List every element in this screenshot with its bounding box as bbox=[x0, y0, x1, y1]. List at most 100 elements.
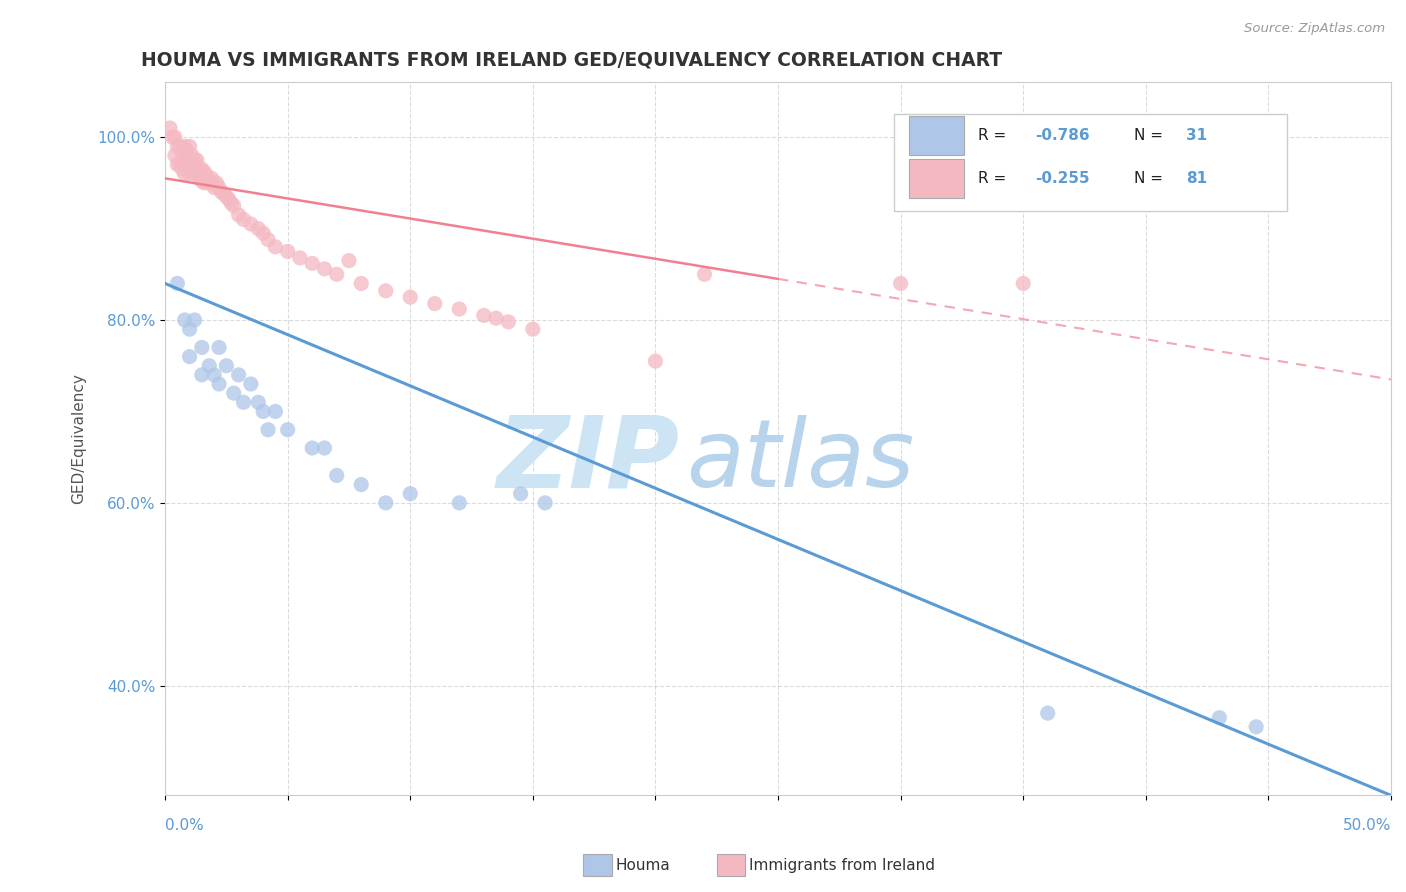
Point bbox=[173, 167, 195, 181]
Point bbox=[181, 162, 204, 177]
Point bbox=[193, 165, 215, 179]
Point bbox=[693, 268, 716, 282]
Point bbox=[1036, 706, 1059, 720]
Point bbox=[188, 162, 211, 177]
Point bbox=[232, 395, 254, 409]
Point bbox=[176, 158, 198, 172]
Point bbox=[449, 301, 471, 316]
Text: 0.0%: 0.0% bbox=[165, 818, 204, 833]
Point bbox=[219, 196, 242, 211]
Text: N =: N = bbox=[1133, 128, 1167, 144]
Point bbox=[172, 162, 194, 177]
Point bbox=[179, 350, 201, 364]
Point bbox=[166, 139, 188, 153]
Point bbox=[232, 212, 254, 227]
Text: R =: R = bbox=[977, 171, 1011, 186]
FancyBboxPatch shape bbox=[894, 114, 1286, 211]
Point bbox=[264, 404, 287, 418]
Point bbox=[169, 139, 191, 153]
Point bbox=[277, 423, 299, 437]
Point bbox=[212, 186, 235, 201]
Point bbox=[228, 368, 250, 382]
Point bbox=[247, 395, 270, 409]
Text: -0.255: -0.255 bbox=[1035, 171, 1090, 186]
Point bbox=[176, 144, 198, 158]
Point bbox=[314, 441, 336, 455]
FancyBboxPatch shape bbox=[910, 159, 965, 198]
Point bbox=[183, 153, 205, 167]
Text: N =: N = bbox=[1133, 171, 1167, 186]
Point bbox=[534, 496, 557, 510]
Point bbox=[288, 251, 311, 265]
Point bbox=[183, 313, 205, 327]
Point bbox=[222, 199, 245, 213]
Point bbox=[228, 208, 250, 222]
Point bbox=[159, 121, 181, 136]
Point bbox=[186, 167, 208, 181]
Point bbox=[252, 404, 274, 418]
Text: R =: R = bbox=[977, 128, 1011, 144]
Point bbox=[172, 148, 194, 162]
Point bbox=[201, 171, 224, 186]
Point bbox=[198, 359, 221, 373]
Point bbox=[350, 277, 373, 291]
Point bbox=[1208, 711, 1230, 725]
Point bbox=[205, 176, 228, 190]
Point bbox=[277, 244, 299, 259]
Point bbox=[208, 341, 231, 355]
Point bbox=[183, 167, 205, 181]
Point bbox=[215, 189, 238, 203]
Point bbox=[374, 496, 396, 510]
Point bbox=[301, 441, 323, 455]
Point bbox=[179, 153, 201, 167]
Point bbox=[173, 153, 195, 167]
Text: ZIP: ZIP bbox=[496, 412, 681, 508]
Point bbox=[257, 233, 280, 247]
Point bbox=[173, 139, 195, 153]
Point bbox=[485, 311, 508, 326]
Point bbox=[239, 217, 262, 231]
Point bbox=[218, 192, 240, 206]
Point bbox=[181, 148, 204, 162]
Point bbox=[301, 256, 323, 270]
Point bbox=[191, 341, 214, 355]
Point bbox=[399, 290, 422, 304]
Point bbox=[509, 486, 531, 500]
Point bbox=[498, 315, 520, 329]
Point bbox=[337, 253, 360, 268]
Point bbox=[162, 130, 184, 145]
Point bbox=[211, 185, 233, 199]
Point bbox=[191, 162, 214, 177]
Point bbox=[472, 309, 495, 323]
Point bbox=[215, 359, 238, 373]
Point bbox=[198, 176, 221, 190]
Point bbox=[399, 486, 422, 500]
Text: -0.786: -0.786 bbox=[1035, 128, 1090, 144]
Point bbox=[890, 277, 912, 291]
Point bbox=[179, 167, 201, 181]
Point bbox=[257, 423, 280, 437]
Point bbox=[179, 139, 201, 153]
Point bbox=[191, 368, 214, 382]
Point bbox=[374, 284, 396, 298]
Point bbox=[252, 226, 274, 240]
Point bbox=[264, 240, 287, 254]
Point bbox=[202, 180, 225, 194]
Point bbox=[449, 496, 471, 510]
Point bbox=[166, 277, 188, 291]
Point bbox=[222, 386, 245, 401]
Point bbox=[163, 148, 186, 162]
Text: Immigrants from Ireland: Immigrants from Ireland bbox=[749, 858, 935, 872]
Text: Houma: Houma bbox=[616, 858, 671, 872]
Point bbox=[1012, 277, 1035, 291]
Text: HOUMA VS IMMIGRANTS FROM IRELAND GED/EQUIVALENCY CORRELATION CHART: HOUMA VS IMMIGRANTS FROM IRELAND GED/EQU… bbox=[141, 51, 1001, 70]
Point bbox=[208, 377, 231, 392]
Y-axis label: GED/Equivalency: GED/Equivalency bbox=[72, 374, 86, 504]
Point bbox=[163, 130, 186, 145]
Point bbox=[173, 313, 195, 327]
Point bbox=[314, 261, 336, 276]
Text: 81: 81 bbox=[1187, 171, 1208, 186]
Point bbox=[325, 468, 347, 483]
Point bbox=[191, 174, 214, 188]
Point bbox=[186, 153, 208, 167]
